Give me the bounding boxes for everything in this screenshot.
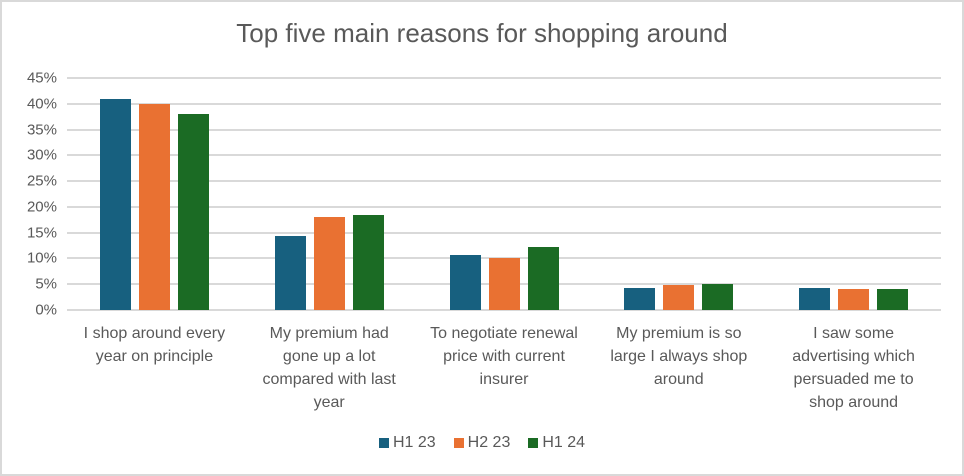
x-category-label: I shop around every year on principle (83, 325, 226, 365)
bar (624, 287, 656, 310)
bar (274, 236, 306, 310)
legend-item: H1 24 (528, 434, 585, 452)
gridline (67, 257, 941, 260)
bar (352, 215, 384, 310)
x-category-label: To negotiate renewal price with current in… (430, 325, 578, 388)
y-tick-label: 15% (26, 224, 57, 242)
gridline (67, 154, 941, 157)
x-category-label: I saw some advertising which persuaded me … (792, 325, 915, 411)
y-tick-label: 40% (26, 95, 57, 113)
y-tick-label: 0% (35, 301, 57, 319)
x-category-label: My premium is so large I always shop aroun… (610, 325, 748, 388)
y-tick-label: 5% (35, 275, 57, 293)
bar (663, 284, 695, 310)
y-tick-label: 45% (26, 69, 57, 87)
y-tick-label: 20% (26, 198, 57, 216)
legend-label: H1 24 (542, 434, 586, 451)
gridline (67, 102, 941, 105)
gridline (67, 309, 941, 311)
legend-item: H1 23 (378, 434, 436, 452)
bar (702, 283, 734, 310)
bar (99, 98, 131, 310)
gridline (67, 77, 941, 79)
bar (177, 114, 209, 310)
gridline (67, 231, 941, 234)
bar (449, 255, 481, 310)
bar (838, 288, 870, 310)
y-tick-label: 30% (26, 146, 57, 164)
bar (138, 103, 170, 310)
y-tick-label: 10% (26, 249, 57, 267)
bar (527, 246, 559, 310)
plot-area (67, 77, 941, 311)
legend-label: H1 23 (392, 434, 436, 451)
bar (313, 217, 345, 310)
y-tick-label: 25% (26, 172, 57, 190)
gridline (67, 205, 941, 208)
gridline (67, 180, 941, 183)
legend-swatch-icon (453, 438, 464, 448)
legend-item: H2 23 (453, 434, 511, 452)
bar (877, 288, 909, 310)
bar (799, 287, 831, 310)
chart-title: Top five main reasons for shopping aroun… (236, 18, 728, 48)
gridline (67, 128, 941, 131)
legend-swatch-icon (528, 438, 539, 448)
legend: H1 23 H2 23 H1 24 (0, 434, 964, 452)
bar (488, 258, 520, 310)
legend-swatch-icon (378, 438, 389, 448)
x-category-label: My premium had gone up a lot compared with… (262, 325, 396, 411)
legend-label: H2 23 (467, 434, 511, 451)
y-tick-label: 35% (26, 121, 57, 139)
